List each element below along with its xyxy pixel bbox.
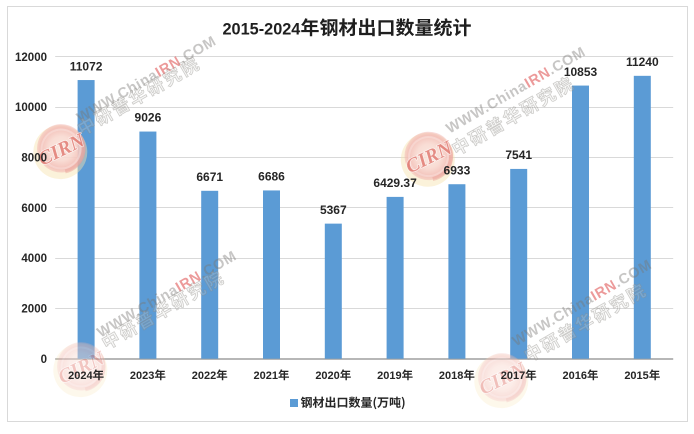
svg-text:6671: 6671 [196, 170, 223, 184]
svg-text:2017: 2017 [501, 370, 525, 382]
svg-text:11240: 11240 [626, 55, 659, 69]
svg-text:4000: 4000 [21, 253, 47, 265]
svg-text:2023: 2023 [130, 370, 154, 382]
svg-text:11072: 11072 [70, 59, 103, 73]
svg-text:6000: 6000 [21, 203, 47, 215]
svg-text:2020: 2020 [315, 370, 339, 382]
svg-text:10853: 10853 [564, 65, 598, 79]
svg-text:6933: 6933 [444, 163, 471, 177]
svg-text:5367: 5367 [320, 203, 347, 217]
svg-text:7541: 7541 [505, 148, 532, 162]
svg-text:0: 0 [41, 354, 47, 366]
svg-text:2000: 2000 [21, 304, 47, 316]
svg-text:10000: 10000 [15, 102, 47, 114]
svg-text:8000: 8000 [21, 153, 47, 165]
svg-text:12000: 12000 [15, 52, 47, 64]
svg-text:9026: 9026 [135, 111, 162, 125]
svg-text:6429.37: 6429.37 [373, 176, 417, 190]
svg-text:6686: 6686 [258, 170, 285, 184]
svg-text:2021: 2021 [254, 370, 278, 382]
svg-text:2018: 2018 [439, 370, 463, 382]
svg-text:2015: 2015 [624, 370, 648, 382]
svg-text:2015-2024: 2015-2024 [223, 21, 301, 39]
svg-text:2019: 2019 [377, 370, 401, 382]
svg-text:2024: 2024 [68, 370, 93, 382]
svg-text:2022: 2022 [192, 370, 216, 382]
svg-text:2016: 2016 [563, 370, 587, 382]
